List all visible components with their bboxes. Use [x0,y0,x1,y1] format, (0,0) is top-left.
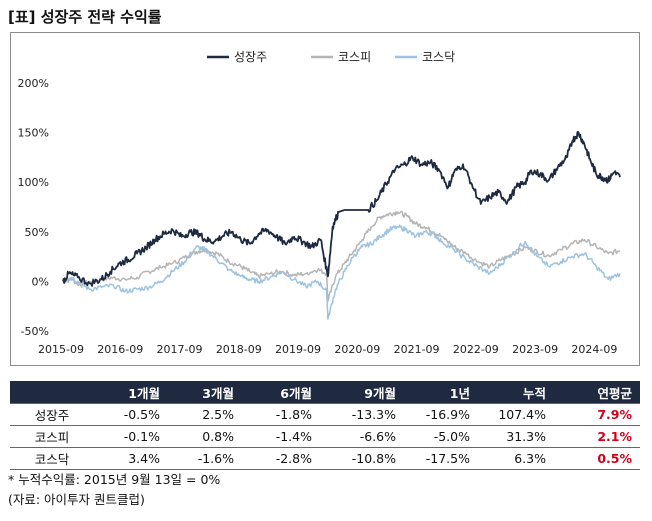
source-note: (자료: 아이투자 퀀트클럽) [8,492,145,507]
table-row: 코스피 -0.1% 0.8% -1.4% -6.6% -5.0% 31.3% 2… [10,425,640,448]
cell-value: -0.1% [94,425,168,448]
series-line-kospi [62,210,621,302]
cell-value: -0.5% [94,403,168,426]
row-name: 성장주 [10,403,94,426]
cell-value: -16.9% [404,403,478,426]
x-tick-label: 2020-09 [334,343,380,356]
table-row: 코스닥 3.4% -1.6% -2.8% -10.8% -17.5% 6.3% … [10,447,640,470]
cell-value: -1.6% [168,447,242,470]
legend-label: 성장주 [234,50,267,64]
x-tick-label: 2015-09 [38,343,84,356]
page-title: [표] 성장주 전략 수익률 [8,8,162,26]
y-tick-label: -50% [21,325,49,338]
cell-annual: 2.1% [554,425,640,448]
footnote: * 누적수익률: 2015년 9월 13일 = 0% [8,472,221,487]
line-chart: 200% 150% 100% 50% 0% -50% 2015-09 2016-09 2017-… [18,50,621,356]
cell-annual: 7.9% [554,403,640,426]
chart-frame: 200% 150% 100% 50% 0% -50% 2015-09 2016-09 2017-… [10,32,640,366]
cell-value: 31.3% [478,425,554,448]
cell-value: -13.3% [320,403,404,426]
cell-value: -1.8% [242,403,320,426]
y-tick-label: 100% [18,176,49,189]
y-tick-label: 200% [18,77,49,90]
cell-value: 0.8% [168,425,242,448]
header-cumulative: 누적 [478,381,554,404]
cell-value: 6.3% [478,447,554,470]
table-header-row: 1개월 3개월 6개월 9개월 1년 누적 연평균 [10,381,640,404]
header-1m: 1개월 [94,381,168,404]
cell-value: 3.4% [94,447,168,470]
series-line-growth [62,131,621,287]
x-tick-label: 2022-09 [453,343,499,356]
cell-value: -10.8% [320,447,404,470]
y-tick-label: 150% [18,127,49,140]
x-tick-label: 2023-09 [512,343,558,356]
header-annualized: 연평균 [554,381,640,404]
cell-value: -6.6% [320,425,404,448]
row-name: 코스피 [10,425,94,448]
row-name: 코스닥 [10,447,94,470]
x-tick-label: 2018-09 [216,343,262,356]
x-tick-label: 2017-09 [157,343,203,356]
header-1y: 1년 [404,381,478,404]
series-line-kosdaq [62,224,621,320]
table-row: 성장주 -0.5% 2.5% -1.8% -13.3% -16.9% 107.4… [10,403,640,426]
cell-value: 2.5% [168,403,242,426]
cell-annual: 0.5% [554,447,640,470]
header-9m: 9개월 [320,381,404,404]
header-3m: 3개월 [168,381,242,404]
cell-value: -2.8% [242,447,320,470]
y-tick-label: 0% [32,275,49,288]
cell-value: -1.4% [242,425,320,448]
y-tick-label: 50% [25,226,49,239]
header-blank [10,381,94,404]
cell-value: 107.4% [478,403,554,426]
x-tick-label: 2019-09 [275,343,321,356]
x-tick-label: 2016-09 [97,343,143,356]
x-tick-label: 2021-09 [394,343,440,356]
header-6m: 6개월 [242,381,320,404]
legend-label: 코스닥 [422,50,455,64]
x-tick-label: 2024-09 [571,343,617,356]
returns-table: 1개월 3개월 6개월 9개월 1년 누적 연평균 성장주 -0.5% 2.5%… [10,381,640,470]
legend-label: 코스피 [338,50,371,64]
cell-value: -5.0% [404,425,478,448]
cell-value: -17.5% [404,447,478,470]
